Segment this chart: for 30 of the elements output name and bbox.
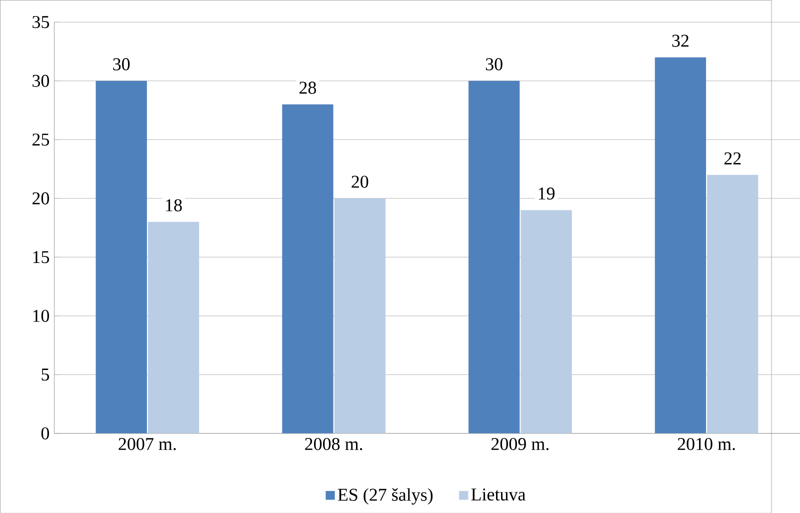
legend-label: Lietuva — [471, 488, 526, 500]
y-tick-label: 5 — [42, 368, 50, 380]
bar — [96, 80, 147, 434]
y-tick-label: 0 — [41, 427, 50, 440]
bar — [334, 198, 386, 434]
bar — [654, 57, 706, 434]
data-label: 28 — [300, 82, 316, 94]
bar — [282, 104, 334, 434]
x-tick-label: 2010 m. — [678, 438, 735, 450]
data-label: 20 — [352, 176, 368, 188]
data-label: 19 — [538, 187, 555, 200]
data-label: 30 — [113, 58, 130, 70]
y-tick-label: 35 — [32, 16, 50, 28]
data-label: 18 — [166, 199, 182, 212]
bar — [707, 174, 758, 434]
data-label: 22 — [724, 152, 741, 164]
data-label: 32 — [672, 34, 688, 47]
x-tick-label: 2009 m. — [491, 438, 548, 450]
bar — [468, 80, 520, 434]
y-tick-label: 20 — [32, 192, 50, 204]
bar — [148, 222, 200, 434]
legend-label: ES (27 šalys) — [338, 488, 433, 504]
y-tick-label: 15 — [33, 250, 50, 263]
y-tick-label: 10 — [33, 310, 50, 322]
y-tick-label: 30 — [32, 74, 50, 87]
data-label: 30 — [486, 58, 502, 70]
y-tick-label: 25 — [32, 133, 50, 146]
bar — [520, 210, 572, 434]
x-tick-label: 2008 m. — [305, 438, 362, 450]
x-tick-label: 2007 m. — [118, 438, 176, 450]
